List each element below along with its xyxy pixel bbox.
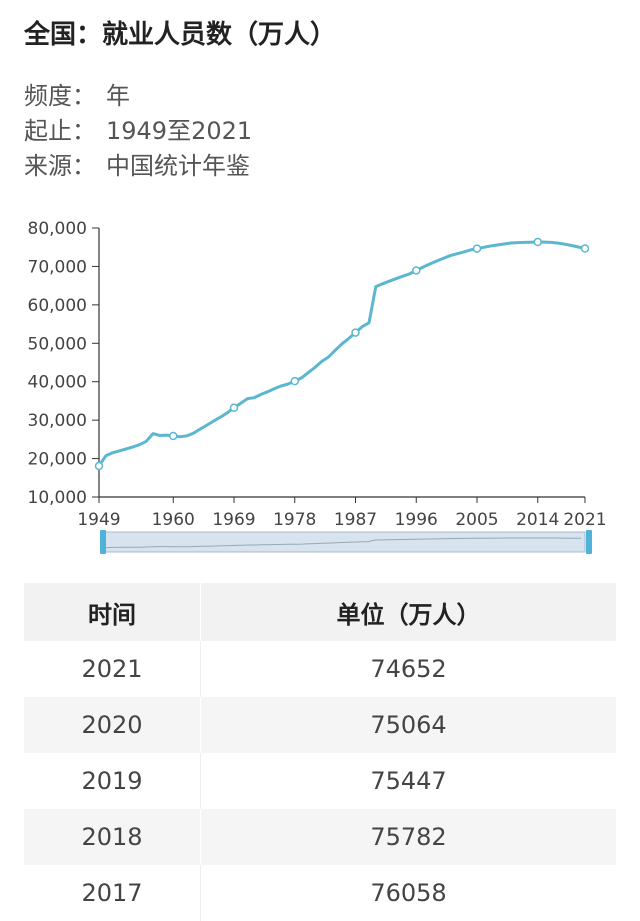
data-point[interactable] [229, 403, 239, 412]
zoom-slider-preview [102, 537, 582, 549]
frequency-value: 年 [106, 82, 130, 110]
data-point[interactable] [290, 376, 299, 386]
table-row: 2017 76058 [24, 865, 616, 921]
page-title: 全国：就业人员数（万人） [24, 20, 337, 50]
cell-year: 2017 [24, 865, 201, 921]
cell-year: 2018 [24, 809, 201, 865]
y-tick-label: 70,000 [28, 257, 87, 277]
source-label: 来源： [24, 152, 96, 180]
frequency-label: 频度： [24, 82, 96, 110]
x-tick-label: 2005 [455, 510, 498, 530]
y-tick-label: 80,000 [28, 219, 87, 239]
x-tick-label: 2014 [516, 510, 559, 530]
data-point[interactable] [533, 237, 542, 247]
frequency-row: 频度： 年 [24, 76, 130, 111]
cell-value: 76058 [200, 865, 616, 921]
range-label: 起止： [24, 117, 96, 145]
cell-value: 75447 [200, 753, 616, 809]
table-row: 2021 74652 [24, 641, 616, 697]
header-unit: 单位（万人） [200, 583, 616, 641]
table-row: 2019 75447 [24, 753, 616, 809]
zoom-slider-right-handle[interactable] [586, 530, 592, 554]
cell-year: 2021 [24, 641, 201, 697]
series-line[interactable] [97, 240, 586, 467]
data-point[interactable] [412, 266, 421, 275]
x-tick-label: 1960 [152, 510, 195, 530]
range-row: 起止： 1949至2021 [24, 111, 252, 146]
range-value: 1949至2021 [106, 117, 253, 145]
x-tick-label: 1969 [212, 510, 255, 530]
source-row: 来源： 中国统计年鉴 [24, 146, 250, 181]
cell-value: 75064 [200, 697, 616, 753]
x-tick-label: 1978 [273, 510, 316, 530]
data-point[interactable] [472, 244, 482, 253]
y-tick-label: 50,000 [28, 334, 87, 354]
table-row: 2018 75782 [24, 809, 616, 865]
data-point[interactable] [351, 328, 360, 337]
x-tick-label: 2021 [563, 510, 606, 530]
cell-value: 75782 [200, 809, 616, 865]
y-tick-label: 40,000 [28, 373, 87, 393]
header-time: 时间 [24, 583, 201, 641]
x-tick-label: 1987 [334, 510, 377, 530]
data-point[interactable] [169, 431, 178, 441]
y-tick-label: 20,000 [28, 450, 87, 470]
data-point[interactable] [580, 244, 590, 253]
table-row: 2020 75064 [24, 697, 616, 753]
data-table: 时间 单位（万人） 2021 74652 2020 75064 2019 754… [24, 583, 616, 921]
cell-year: 2020 [24, 697, 201, 753]
y-tick-label: 60,000 [28, 296, 87, 316]
zoom-slider-left-handle[interactable] [100, 530, 106, 554]
x-tick-label: 1949 [77, 510, 120, 530]
cell-year: 2019 [24, 753, 201, 809]
y-tick-label: 10,000 [28, 488, 87, 508]
source-value: 中国统计年鉴 [106, 152, 250, 180]
data-point[interactable] [94, 461, 104, 471]
y-tick-label: 30,000 [28, 411, 87, 431]
table-header-row: 时间 单位（万人） [24, 583, 616, 641]
employment-line-chart[interactable]: 10,000 20,000 30,000 40,000 50,000 60,000 70,0… [0, 205, 640, 565]
cell-value: 74652 [200, 641, 616, 697]
x-tick-label: 1996 [395, 510, 438, 530]
